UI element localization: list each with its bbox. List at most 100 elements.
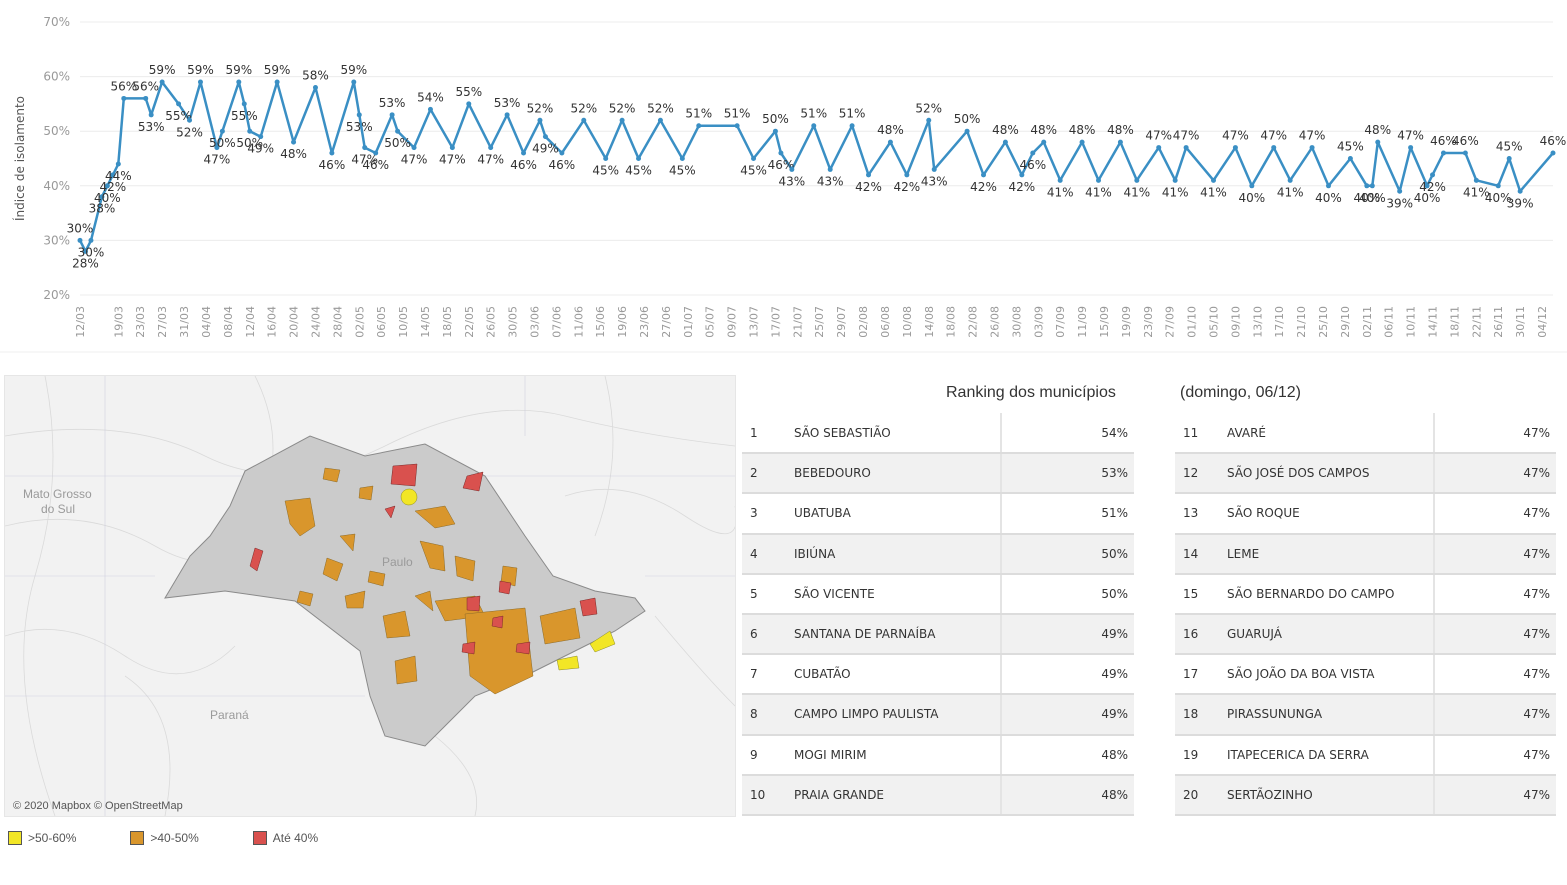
table-row[interactable]: 19 ITAPECERICA DA SERRA 47% [1175, 734, 1556, 776]
data-label: 55% [165, 109, 192, 123]
data-label: 41% [1277, 185, 1304, 199]
map-label-pr: Paraná [210, 708, 249, 722]
data-point [1375, 139, 1381, 145]
table-row[interactable]: 4 IBIÚNA 50% [742, 533, 1134, 575]
table-row[interactable]: 8 CAMPO LIMPO PAULISTA 49% [742, 694, 1134, 736]
x-tick-label: 08/04 [222, 306, 235, 338]
x-tick-label: 10/05 [397, 306, 410, 338]
rank-position: 19 [1175, 734, 1227, 776]
data-label: 51% [839, 107, 866, 121]
rank-position: 17 [1175, 654, 1227, 696]
data-label: 46% [1019, 158, 1046, 172]
data-point [1172, 177, 1178, 183]
isolation-value: 47% [1433, 654, 1556, 696]
x-tick-label: 10/08 [901, 306, 914, 338]
x-tick-label: 15/09 [1098, 306, 1111, 338]
y-axis-title: Índice de isolamento [12, 96, 27, 221]
x-tick-label: 02/05 [353, 306, 366, 338]
data-point [1249, 183, 1255, 189]
sao-paulo-map[interactable]: Mato Grosso do Sul Paulo Paraná © 2020 M… [4, 375, 736, 817]
municipalities-50-60[interactable] [400, 488, 616, 671]
table-row[interactable]: 12 SÃO JOSÉ DOS CAMPOS 47% [1175, 453, 1556, 495]
data-label: 53% [379, 96, 406, 110]
data-label: 43% [779, 174, 806, 188]
map-attribution[interactable]: © 2020 Mapbox © OpenStreetMap [13, 800, 183, 812]
municipality-name: SÃO JOSÉ DOS CAMPOS [1227, 453, 1434, 495]
table-row[interactable]: 20 SERTÃOZINHO 47% [1175, 774, 1556, 816]
isolation-line-chart: 20% 30% 40% 50% 60% 70% Índice de isolamento 12… [0, 0, 1567, 360]
table-row[interactable]: 13 SÃO ROQUE 47% [1175, 493, 1556, 535]
table-row[interactable]: 18 PIRASSUNUNGA 47% [1175, 694, 1556, 736]
data-point [329, 150, 335, 156]
legend-item-40-50[interactable]: >40-50% [130, 828, 199, 848]
data-point [751, 156, 757, 161]
table-row[interactable]: 3 UBATUBA 51% [742, 493, 1134, 535]
municipalities-40-50[interactable] [284, 467, 581, 695]
x-tick-label: 02/11 [1361, 306, 1374, 338]
x-tick-label: 09/07 [726, 306, 739, 338]
table-row[interactable]: 10 PRAIA GRANDE 48% [742, 774, 1134, 816]
table-row[interactable]: 5 SÃO VICENTE 50% [742, 573, 1134, 615]
x-tick-label: 24/04 [309, 306, 322, 338]
isolation-value: 48% [1000, 734, 1134, 776]
data-point [143, 95, 149, 101]
x-tick-label: 31/03 [178, 306, 191, 338]
legend-label: >40-50% [150, 831, 199, 845]
data-label: 28% [72, 256, 99, 270]
rank-position: 6 [742, 613, 794, 656]
municipality-name: SÃO ROQUE [1227, 493, 1434, 535]
data-label: 40% [1353, 191, 1380, 205]
x-tick-label: 17/10 [1273, 306, 1286, 338]
x-tick-label: 18/08 [945, 306, 958, 338]
x-tick-label: 02/08 [857, 306, 870, 338]
data-label: 43% [817, 174, 844, 188]
isolation-value: 47% [1433, 493, 1556, 535]
table-row[interactable]: 16 GUARUJÁ 47% [1175, 613, 1556, 656]
table-row[interactable]: 9 MOGI MIRIM 48% [742, 734, 1134, 776]
x-tick-label: 05/07 [704, 306, 717, 338]
table-row[interactable]: 1 SÃO SEBASTIÃO 54% [742, 413, 1134, 455]
data-point [696, 123, 702, 129]
municipalities-ate-40[interactable] [249, 463, 598, 655]
data-point [657, 117, 663, 123]
table-row[interactable]: 11 AVARÉ 47% [1175, 413, 1556, 455]
x-tick-label: 20/04 [288, 306, 301, 338]
rank-position: 20 [1175, 774, 1227, 816]
table-row[interactable]: 2 BEBEDOURO 53% [742, 453, 1134, 495]
data-label: 46% [362, 158, 389, 172]
table-row[interactable]: 15 SÃO BERNARDO DO CAMPO 47% [1175, 573, 1556, 615]
data-label: 51% [724, 107, 751, 121]
data-point [1019, 172, 1025, 178]
x-tick-label: 06/08 [879, 306, 892, 338]
x-tick-label: 26/11 [1492, 306, 1505, 338]
x-tick-label: 19/06 [616, 306, 629, 338]
data-label: 45% [592, 164, 619, 178]
table-row[interactable]: 7 CUBATÃO 49% [742, 654, 1134, 696]
isolation-value: 47% [1433, 734, 1556, 776]
rank-position: 11 [1175, 413, 1227, 455]
data-label: 59% [225, 63, 252, 77]
x-tick-label: 27/06 [660, 306, 673, 338]
data-label: 40% [1414, 191, 1441, 205]
data-point [1408, 145, 1414, 151]
data-label: 46% [1452, 134, 1479, 148]
data-point [88, 237, 94, 243]
data-label: 58% [302, 69, 329, 83]
data-label: 39% [1507, 196, 1534, 210]
isolation-value: 48% [1000, 774, 1134, 816]
data-point [981, 172, 987, 178]
data-point [247, 128, 253, 134]
rank-position: 16 [1175, 613, 1227, 656]
data-point [636, 156, 642, 161]
data-point [1271, 145, 1277, 151]
legend-item-50-60[interactable]: >50-60% [8, 828, 76, 848]
data-label: 42% [100, 180, 127, 194]
legend-item-ate-40[interactable]: Até 40% [252, 828, 318, 848]
table-row[interactable]: 14 LEME 47% [1175, 533, 1556, 575]
table-row[interactable]: 17 SÃO JOÃO DA BOA VISTA 47% [1175, 654, 1556, 696]
x-tick-label: 18/11 [1448, 306, 1461, 338]
x-tick-label: 14/05 [419, 306, 432, 338]
table-row[interactable]: 6 SANTANA DE PARNAÍBA 49% [742, 613, 1134, 656]
data-label: 56% [132, 79, 159, 93]
data-label: 52% [570, 101, 597, 115]
